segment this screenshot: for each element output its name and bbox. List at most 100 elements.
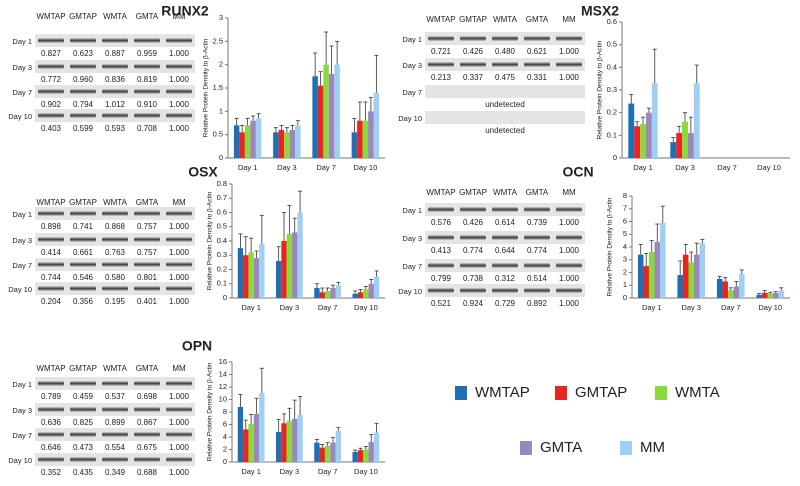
blot-band xyxy=(102,262,128,267)
blot-band xyxy=(38,286,64,291)
blot-band xyxy=(70,262,96,267)
bar xyxy=(373,276,380,298)
y-tick-label: 0 xyxy=(223,293,227,302)
bar xyxy=(237,407,244,462)
blot-value: 0.599 xyxy=(73,124,94,133)
blot-value: 0.514 xyxy=(527,274,548,283)
x-tick-label: Day 3 xyxy=(280,303,300,312)
blot-column-label: WMTAP xyxy=(426,188,455,197)
blot-value: 1.000 xyxy=(559,246,580,255)
blot-value: 0.738 xyxy=(463,274,484,283)
blot-value: 0.554 xyxy=(105,443,126,452)
bar xyxy=(694,254,700,298)
blot-band xyxy=(556,62,582,67)
blot-band xyxy=(134,457,160,462)
x-tick-label: Day 7 xyxy=(721,303,741,312)
blot-value: 0.887 xyxy=(105,49,126,58)
blot-value: 0.337 xyxy=(463,73,484,82)
blot-value: 0.892 xyxy=(527,299,548,308)
blot-band xyxy=(38,237,64,242)
blot-row-label: Day 7 xyxy=(402,88,422,97)
blot-value: 0.473 xyxy=(73,443,94,452)
bar xyxy=(335,430,342,462)
y-tick-label: 6 xyxy=(223,419,227,428)
blot-value: 0.546 xyxy=(73,273,94,282)
blot-value: 0.757 xyxy=(137,248,158,257)
blot-band xyxy=(134,211,160,216)
panel-title: OCN xyxy=(562,164,593,180)
blot-band xyxy=(70,113,96,118)
blot-value: 0.708 xyxy=(137,124,158,133)
bar xyxy=(324,290,331,298)
blot-band xyxy=(134,262,160,267)
blot-band xyxy=(70,38,96,43)
y-tick-label: 7 xyxy=(623,204,627,213)
blot-value: 1.000 xyxy=(169,297,190,306)
blot-band xyxy=(166,457,192,462)
bar xyxy=(292,232,298,298)
x-tick-label: Day 1 xyxy=(633,163,653,172)
blot-band xyxy=(556,263,582,268)
bar xyxy=(677,275,683,298)
blot-value: 0.204 xyxy=(41,297,62,306)
y-axis-label: Relative Protein Density to β-Actin xyxy=(207,362,214,461)
y-tick-label: 3 xyxy=(623,255,627,264)
legend-label: GMTA xyxy=(540,439,582,456)
blot-value: 1.000 xyxy=(169,443,190,452)
bar xyxy=(739,273,745,298)
blot-value: 0.414 xyxy=(41,248,62,257)
blot-row-label: Day 10 xyxy=(398,287,422,296)
blot-value: 0.352 xyxy=(41,468,62,477)
blot-value: 0.459 xyxy=(73,392,94,401)
bar xyxy=(259,243,265,298)
blot-value: 0.580 xyxy=(105,273,126,282)
blot-column-label: GMTAP xyxy=(69,364,97,373)
blot-band xyxy=(38,262,64,267)
bar xyxy=(273,132,279,158)
blot-band xyxy=(492,36,518,41)
bar xyxy=(654,241,661,298)
blot-column-label: WMTA xyxy=(103,364,128,373)
blot-band xyxy=(134,286,160,291)
blot-band xyxy=(428,288,454,293)
blot-band xyxy=(134,38,160,43)
blot-value: 1.000 xyxy=(169,75,190,84)
bar xyxy=(693,83,700,158)
blot-band xyxy=(134,113,160,118)
blot-band xyxy=(38,38,64,43)
blot-value: 0.356 xyxy=(73,297,94,306)
bar xyxy=(628,103,635,158)
blot-column-label: WMTA xyxy=(493,15,518,24)
y-tick-label: 0.3 xyxy=(607,85,617,94)
bar xyxy=(756,294,762,298)
blot-column-label: GMTA xyxy=(136,12,159,21)
blot-row-label: Day 1 xyxy=(12,380,32,389)
bar xyxy=(239,132,245,158)
panel-title: MSX2 xyxy=(581,3,619,19)
bar xyxy=(255,118,262,158)
bar xyxy=(253,258,260,298)
blot-band xyxy=(166,113,192,118)
blot-row-label: Day 7 xyxy=(12,88,32,97)
x-tick-label: Day 10 xyxy=(354,303,378,312)
y-tick-label: 14 xyxy=(219,369,227,378)
blot-row-label: Day 7 xyxy=(12,431,32,440)
blot-band xyxy=(460,36,486,41)
blot-value: 1.000 xyxy=(559,218,580,227)
y-tick-label: 8 xyxy=(223,407,227,416)
blot-band xyxy=(166,286,192,291)
bar xyxy=(314,442,320,462)
bar xyxy=(767,293,774,298)
blot-column-label: GMTA xyxy=(526,15,549,24)
blot-band xyxy=(492,288,518,293)
blot-band xyxy=(70,89,96,94)
blot-value: 1.000 xyxy=(169,248,190,257)
bar xyxy=(328,74,335,158)
blot-band xyxy=(70,64,96,69)
legend-swatch xyxy=(620,441,632,455)
blot-band xyxy=(166,262,192,267)
y-tick-label: 0 xyxy=(613,153,617,162)
y-tick-label: 2 xyxy=(223,444,227,453)
blot-column-label: WMTAP xyxy=(36,198,65,207)
blot-band xyxy=(102,237,128,242)
